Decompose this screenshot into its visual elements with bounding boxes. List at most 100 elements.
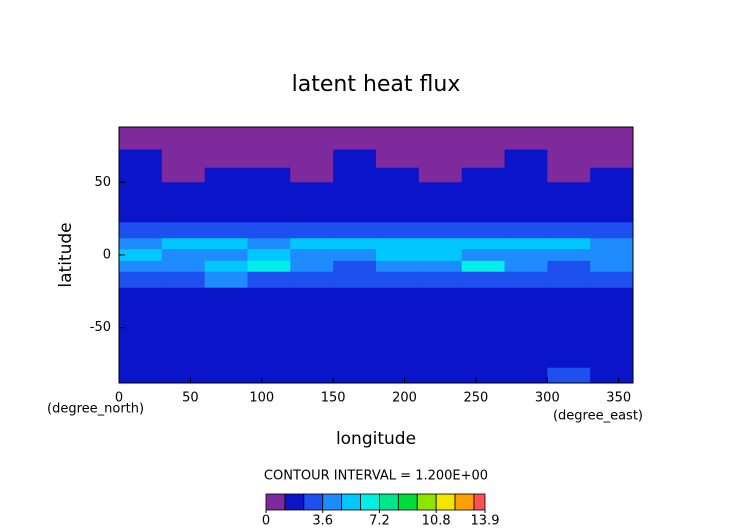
contour-cell xyxy=(119,271,163,289)
colorbar-segment xyxy=(473,493,486,511)
y-tick-label: 50 xyxy=(94,175,111,190)
contour-cell xyxy=(461,313,505,343)
colorbar-segment xyxy=(303,493,324,511)
contour-cell xyxy=(290,313,334,343)
contour-cell xyxy=(418,127,463,151)
contour-cell xyxy=(204,238,248,250)
colorbar-segment xyxy=(284,493,305,511)
contour-cell xyxy=(504,238,548,250)
contour-cell xyxy=(161,367,206,384)
x-tick-label: 150 xyxy=(321,391,346,406)
contour-cell xyxy=(161,249,206,262)
contour-cell xyxy=(376,200,420,223)
contour-cell xyxy=(590,249,634,262)
y-tick-label: 0 xyxy=(103,248,111,263)
contour-cell xyxy=(247,287,291,314)
contour-cell xyxy=(504,260,548,273)
contour-cell xyxy=(504,342,548,369)
contour-cell xyxy=(161,127,206,151)
chart-title: latent heat flux xyxy=(292,72,461,97)
contour-cell xyxy=(418,367,463,384)
contour-cell xyxy=(376,313,420,343)
contour-cell xyxy=(504,167,548,183)
contour-cell xyxy=(290,271,334,289)
contour-cell xyxy=(376,149,420,169)
y-unit-label: (degree_north) xyxy=(47,402,144,417)
contour-cell xyxy=(418,342,463,369)
contour-cell xyxy=(418,200,463,223)
contour-cell xyxy=(290,222,334,239)
contour-cell xyxy=(161,149,206,169)
contour-cell xyxy=(119,182,163,201)
contour-cell xyxy=(590,182,634,201)
contour-cell xyxy=(333,367,377,384)
contour-cell xyxy=(590,167,634,183)
colorbar-segment xyxy=(360,493,380,511)
contour-cell xyxy=(418,287,463,314)
contour-cell xyxy=(161,200,206,223)
contour-cell xyxy=(504,271,548,289)
contour-cell xyxy=(290,167,334,183)
contour-cell xyxy=(290,182,334,201)
contour-cell xyxy=(333,260,377,273)
contour-cell xyxy=(590,313,634,343)
contour-cell xyxy=(590,287,634,314)
contour-cell xyxy=(333,127,377,151)
x-unit-label: (degree_east) xyxy=(553,409,643,424)
contour-cell xyxy=(333,149,377,169)
contour-cell xyxy=(247,249,291,262)
contour-cell xyxy=(504,249,548,262)
contour-cell xyxy=(418,238,463,250)
contour-cell xyxy=(504,287,548,314)
contour-cell xyxy=(119,249,163,262)
contour-cell xyxy=(119,287,163,314)
contour-cell xyxy=(247,271,291,289)
contour-cell xyxy=(247,260,291,273)
contour-cell xyxy=(119,200,163,223)
contour-cell xyxy=(547,238,591,250)
contour-cell xyxy=(290,249,334,262)
contour-cell xyxy=(119,238,163,250)
contour-cell xyxy=(119,342,163,369)
contour-cell xyxy=(418,149,463,169)
colorbar-segment xyxy=(341,493,361,511)
contour-cell xyxy=(204,149,248,169)
contour-cell xyxy=(461,367,505,384)
contour-cell xyxy=(461,287,505,314)
contour-cell xyxy=(161,342,206,369)
contour-cell xyxy=(418,167,463,183)
contour-cell xyxy=(461,182,505,201)
contour-cell xyxy=(247,342,291,369)
contour-cell xyxy=(119,222,163,239)
x-tick-label: 350 xyxy=(606,391,631,406)
contour-cell xyxy=(504,182,548,201)
colorbar-segment xyxy=(454,493,475,511)
contour-cell xyxy=(504,149,548,169)
colorbar-tick-label: 7.2 xyxy=(369,514,390,529)
contour-cell xyxy=(547,260,591,273)
contour-cell xyxy=(247,149,291,169)
contour-cell xyxy=(504,367,548,384)
contour-cell xyxy=(376,342,420,369)
contour-cell xyxy=(290,342,334,369)
contour-cell xyxy=(333,249,377,262)
contour-cell xyxy=(290,260,334,273)
contour-cell xyxy=(333,271,377,289)
colorbar-tick-label: 13.9 xyxy=(471,514,500,529)
x-tick-label: 250 xyxy=(464,391,489,406)
contour-cell xyxy=(590,367,634,384)
contour-cell xyxy=(418,182,463,201)
contour-cell xyxy=(247,313,291,343)
contour-cell xyxy=(204,287,248,314)
contour-cell xyxy=(161,260,206,273)
contour-cell xyxy=(333,313,377,343)
contour-cell xyxy=(204,271,248,289)
colorbar-tick-label: 3.6 xyxy=(312,514,333,529)
contour-cell xyxy=(547,200,591,223)
contour-cell xyxy=(461,238,505,250)
contour-cell xyxy=(204,260,248,273)
contour-cell xyxy=(418,249,463,262)
contour-cell xyxy=(290,367,334,384)
contour-cell xyxy=(590,200,634,223)
